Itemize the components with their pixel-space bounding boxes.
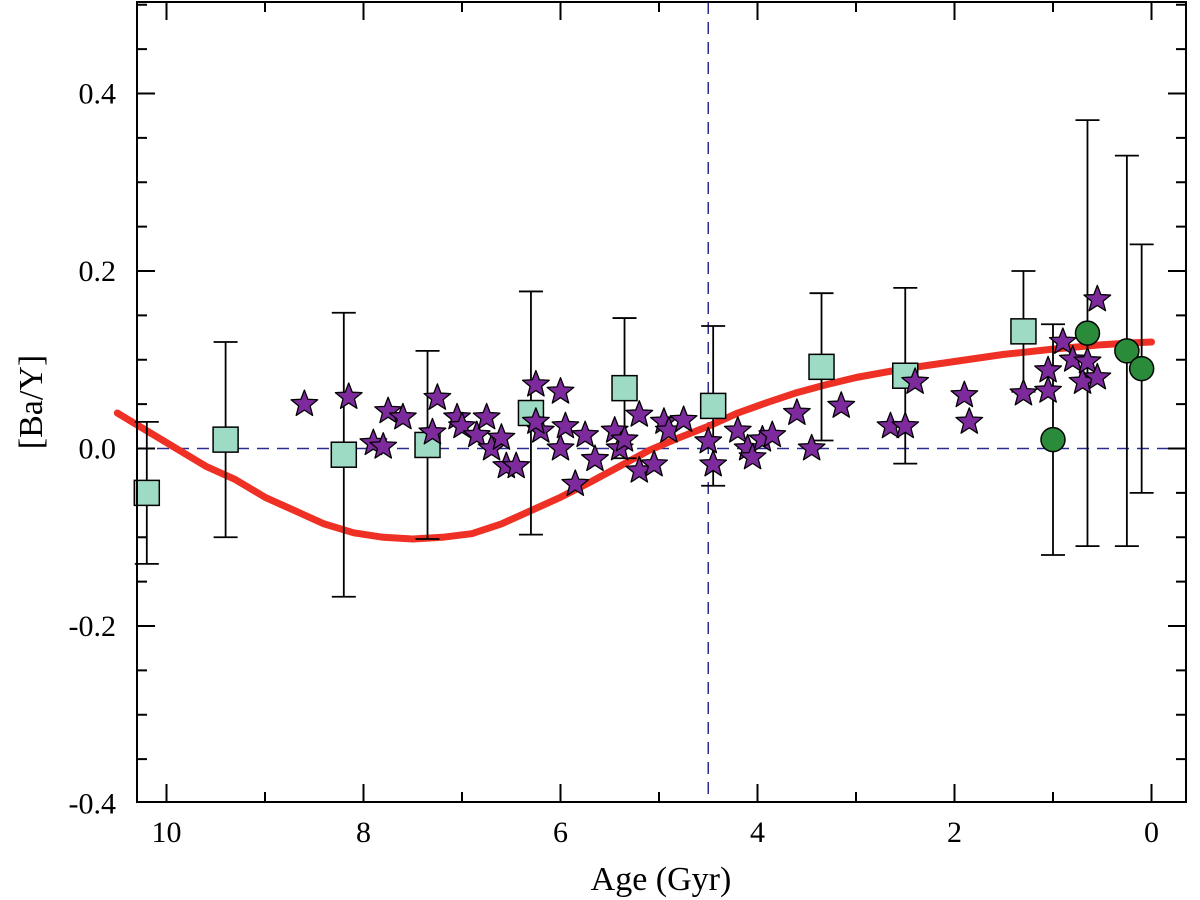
model-curve-line [113,338,1155,543]
star-point [1073,346,1102,374]
cluster-square-point [808,353,835,381]
star-point [901,367,930,394]
x-tick-label: 10 [152,816,182,849]
star-point [758,420,787,448]
star-point [388,402,417,430]
x-tick-label: 2 [947,816,962,849]
star-point [374,396,403,424]
star-point [950,380,979,408]
star-point [782,398,811,425]
circle-point [1128,355,1155,382]
y-tick-label: 0.2 [79,255,117,288]
star-point [418,417,447,445]
x-tick-label: 0 [1144,816,1159,849]
cluster-square-point [699,392,727,420]
star-point [891,411,920,439]
star-point [502,451,531,479]
star-point [551,411,580,439]
cluster-square-point [1010,318,1037,345]
x-tick-label: 6 [553,816,568,849]
plot-frame [136,1,1187,803]
star-point [694,426,723,454]
star-point [487,423,516,450]
star-point [546,377,575,404]
star-point [1034,376,1063,403]
star-point [669,405,698,433]
star-point [521,369,550,397]
star-point [581,444,609,472]
model-curve [113,338,1155,543]
star-point [797,433,826,461]
cluster-square-point [133,479,161,507]
cluster-square-point [212,426,239,453]
star-point [423,383,452,410]
x-tick-label: 8 [356,816,371,849]
y-axis-title: [Ba/Y] [13,355,50,449]
tick-labels: 10 8 6 4 2 0 -0.4 -0.2 0.0 0.2 0.4 [69,78,1160,850]
star-point [699,449,728,477]
star-point [571,420,600,448]
data-markers [133,284,1155,507]
star-point [561,469,590,496]
y-tick-label: -0.4 [69,788,117,821]
star-point [1009,378,1038,406]
y-tick-label: -0.2 [69,610,117,643]
circle-point [1114,338,1140,364]
star-point [369,432,398,459]
star-point [738,442,767,470]
y-tick-label: 0.0 [79,433,117,466]
y-tick-label: 0.4 [79,78,117,111]
star-point [955,407,984,434]
cluster-square-point [611,374,638,402]
star-point [448,411,476,439]
star-point [290,389,319,417]
star-point [640,449,669,477]
star-point [1083,362,1112,390]
circle-point [1040,426,1066,453]
star-point [1048,327,1077,354]
x-tick-label: 4 [750,816,765,849]
star-point [472,402,501,430]
star-point [610,424,639,452]
x-axis-title: Age (Gyr) [591,861,732,898]
star-point [462,420,491,448]
star-point [827,391,856,418]
star-point [723,416,752,443]
star-point [521,407,550,434]
circle-point [1074,320,1101,346]
cluster-square-point [330,441,358,468]
star-point [1058,345,1087,372]
star-point [334,382,363,409]
star-point [546,433,575,461]
star-point [1083,284,1112,312]
star-point [625,400,654,427]
